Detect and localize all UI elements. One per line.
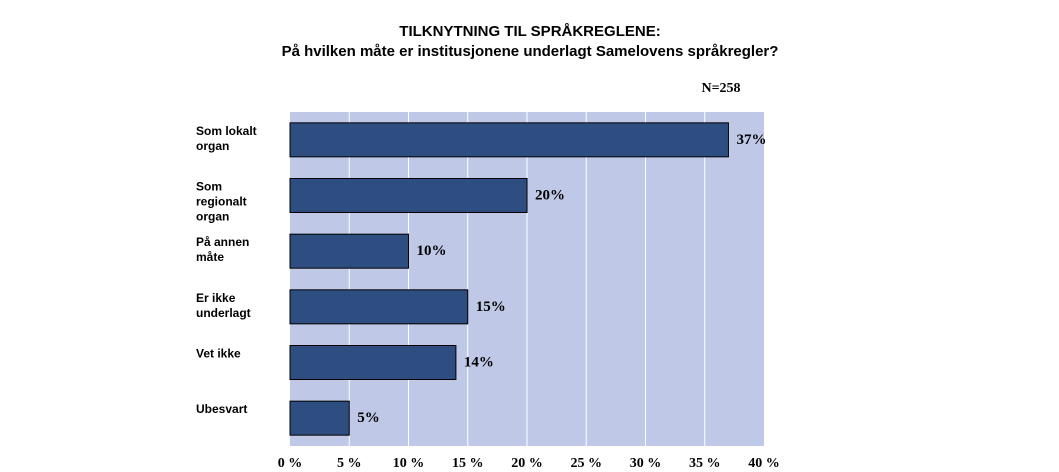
x-tick-label-7: 35 % — [689, 456, 721, 471]
bar-5 — [289, 400, 350, 436]
sample-size-annotation: N=258 — [701, 81, 740, 96]
bars — [289, 122, 729, 436]
value-label-5: 5% — [357, 410, 380, 426]
x-tick-label-3: 15 % — [452, 456, 484, 471]
bar-3 — [289, 289, 469, 325]
chart-title: TILKNYTNING TIL SPRÅKREGLENE: — [399, 23, 660, 40]
value-label-0: 37% — [736, 132, 766, 148]
category-label-2: På annen måte — [196, 235, 249, 264]
value-label-3: 15% — [476, 299, 506, 315]
chart-subtitle: På hvilken måte er institusjonene underl… — [282, 43, 779, 60]
x-tick-label-8: 40 % — [748, 456, 780, 471]
category-labels: Som lokalt organ Som regionalt organ På annen… — [196, 124, 257, 416]
x-tick-label-6: 30 % — [630, 456, 662, 471]
x-tick-label-5: 25 % — [571, 456, 603, 471]
category-label-5: Ubesvart — [196, 402, 247, 416]
category-label-1: Som regionalt organ — [196, 180, 247, 224]
value-label-2: 10% — [417, 243, 447, 259]
gridlines — [348, 112, 706, 446]
category-label-4: Vet ikke — [196, 347, 241, 361]
value-labels: 37% 20% 10% 15% 14% 5% — [357, 132, 766, 426]
category-label-0: Som lokalt organ — [196, 124, 257, 153]
value-label-1: 20% — [535, 188, 565, 204]
category-label-3: Er ikke underlagt — [196, 291, 251, 320]
x-tick-label-0: 0 % — [278, 456, 303, 471]
value-label-4: 14% — [464, 355, 494, 371]
x-tick-label-4: 20 % — [511, 456, 543, 471]
bar-2 — [289, 233, 409, 269]
x-tick-label-1: 5 % — [337, 456, 362, 471]
bar-0 — [289, 122, 729, 158]
bar-1 — [289, 178, 528, 213]
bar-4 — [289, 345, 457, 380]
x-tick-label-2: 10 % — [393, 456, 425, 471]
x-axis-tick-labels: 0 % 5 % 10 % 15 % 20 % 25 % 30 % 35 % 40 % — [278, 456, 780, 471]
